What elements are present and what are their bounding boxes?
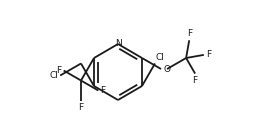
Text: F: F [56,66,62,75]
Text: F: F [192,76,198,85]
Text: F: F [206,50,211,59]
Text: Cl: Cl [49,71,58,80]
Text: F: F [187,29,192,38]
Text: O: O [163,64,170,74]
Text: Cl: Cl [156,54,165,63]
Text: F: F [78,103,84,112]
Text: N: N [115,39,121,48]
Text: F: F [100,86,105,95]
